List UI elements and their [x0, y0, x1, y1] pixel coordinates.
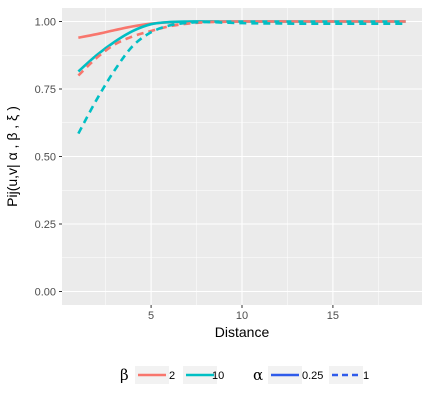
x-tick-label: 10	[236, 310, 248, 322]
series-line-beta-10-alpha-1	[77, 20, 406, 135]
legend-beta-key-2	[135, 366, 169, 384]
legend-alpha-title: α	[253, 366, 263, 384]
x-axis: 5 10 15	[148, 305, 339, 322]
legend-alpha-key-1	[329, 366, 363, 384]
legend-beta-title: β	[120, 366, 129, 384]
x-tick-label: 15	[327, 310, 339, 322]
y-tick-label: 0.25	[35, 219, 56, 231]
legend-beta-label-2: 2	[169, 370, 175, 382]
x-axis-title: Distance	[215, 324, 270, 340]
legend-alpha: α 0.25 1	[253, 366, 369, 384]
series-line-beta-10-alpha-0-25	[77, 20, 406, 73]
y-tick-label: 0.75	[35, 84, 56, 96]
x-tick-label: 5	[148, 310, 154, 322]
y-tick-label: 0.50	[35, 152, 56, 164]
y-axis: 0.00 0.25 0.50 0.75 1.00	[35, 17, 62, 299]
legend-alpha-key-0-25	[268, 366, 302, 384]
legend-beta-label-10: 10	[212, 370, 224, 382]
y-tick-label: 1.00	[35, 17, 56, 29]
legend-beta: β 2 10	[120, 366, 224, 384]
y-axis-title: Pij(u,v| α , β , ξ )	[4, 106, 20, 207]
legend-beta-key-10	[183, 366, 217, 384]
series-lines	[77, 20, 406, 135]
legend-alpha-label-1: 1	[363, 370, 369, 382]
legend-alpha-label-0-25: 0.25	[302, 370, 323, 382]
y-tick-label: 0.00	[35, 287, 56, 299]
